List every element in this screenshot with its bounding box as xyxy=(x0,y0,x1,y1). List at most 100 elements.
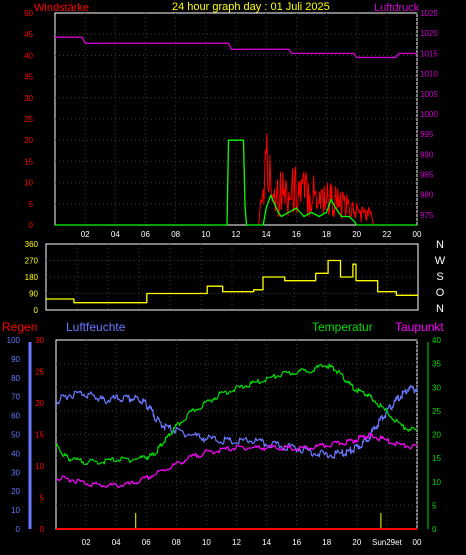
temperature-tick-label: 15 xyxy=(432,454,441,463)
humidity-tick-label: 5 xyxy=(40,494,45,503)
pressure-tick-label: 1005 xyxy=(420,90,438,99)
x-tick-label: 06 xyxy=(141,230,150,239)
pressure-tick-label: 975 xyxy=(420,211,434,220)
pressure-tick-label: 995 xyxy=(420,130,434,139)
x-tick-label: 16 xyxy=(292,230,301,239)
humidity-tick-label: 10 xyxy=(35,462,44,471)
pressure-tick-label: 1000 xyxy=(420,110,438,119)
wind-direction-grid xyxy=(46,244,418,310)
temperature-tick-label: 5 xyxy=(432,501,437,510)
wind-tick-label: 10 xyxy=(24,179,33,188)
x-tick-label: 16 xyxy=(292,538,301,547)
x-tick-label: 12 xyxy=(232,538,241,547)
temperature-tick-label: 0 xyxy=(432,525,437,534)
rain-tick-label: 0 xyxy=(16,525,21,534)
legend-humidity: Luftfeuchte xyxy=(66,320,126,334)
humidity-line xyxy=(55,385,418,459)
pressure-tick-label: 1020 xyxy=(420,29,438,38)
direction-tick-label: 90 xyxy=(29,290,38,299)
wind-tick-label: 20 xyxy=(24,136,33,145)
temperature-tick-label: 30 xyxy=(432,383,441,392)
x-tick-label: 06 xyxy=(142,538,151,547)
wind-tick-label: 50 xyxy=(24,9,33,18)
x-tick-label: 02 xyxy=(82,538,91,547)
x-tick-label: 20 xyxy=(352,230,361,239)
temperature-tick-label: 25 xyxy=(432,407,441,416)
humidity-tick-label: 15 xyxy=(35,431,44,440)
wind-axis-label: Windstärke xyxy=(34,2,89,14)
x-tick-label: 10 xyxy=(201,230,210,239)
compass-label: O xyxy=(436,287,445,299)
weather-ticks: 0510152025303540010203040506070809010005… xyxy=(7,336,442,547)
wind-direction-lines xyxy=(46,259,418,304)
x-tick-label: 12 xyxy=(232,230,241,239)
wind-direction-ticks: 0 90 180 270 360 xyxy=(25,240,39,315)
direction-tick-label: 360 xyxy=(25,240,39,249)
pressure-axis-label: Luftdruck xyxy=(374,2,420,14)
pressure-line xyxy=(55,36,417,59)
temperature-tick-label: 20 xyxy=(432,431,441,440)
wind-tick-label: 40 xyxy=(24,51,33,60)
rain-tick-label: 10 xyxy=(11,506,20,515)
weather-grid xyxy=(56,340,418,529)
rain-tick-label: 100 xyxy=(7,336,21,345)
pressure-tick-label: 985 xyxy=(420,171,434,180)
compass-label: N xyxy=(436,303,444,315)
dewpoint-line xyxy=(56,432,418,489)
pressure-tick-label: 990 xyxy=(420,150,434,159)
rain-tick-label: 60 xyxy=(11,412,20,421)
legend-dewpoint: Taupunkt xyxy=(395,320,444,334)
weather-lines xyxy=(55,363,418,530)
x-tick-label: 08 xyxy=(171,230,180,239)
wind-tick-label: 35 xyxy=(24,73,33,82)
temperature-tick-label: 40 xyxy=(432,336,441,345)
humidity-tick-label: 25 xyxy=(35,368,44,377)
x-tick-label: Sun29et xyxy=(372,538,403,547)
pressure-tick-label: 980 xyxy=(420,191,434,200)
wind-pressure-ticks: 0510152025303540455097598098599099510001… xyxy=(24,9,438,239)
humidity-tick-label: 20 xyxy=(35,399,44,408)
x-tick-label: 20 xyxy=(352,538,361,547)
compass-label: S xyxy=(436,271,443,283)
compass-label: N xyxy=(436,239,444,251)
wind-mean-line xyxy=(55,139,417,226)
temperature-tick-label: 35 xyxy=(432,360,441,369)
wind-tick-label: 5 xyxy=(29,200,34,209)
temperature-tick-label: 10 xyxy=(432,478,441,487)
rain-tick-label: 40 xyxy=(11,449,20,458)
wind-tick-label: 30 xyxy=(24,94,33,103)
pressure-tick-label: 1025 xyxy=(420,9,438,18)
wind-pressure-lines xyxy=(55,36,417,226)
x-tick-label: 00 xyxy=(413,230,422,239)
direction-tick-label: 270 xyxy=(25,257,39,266)
x-tick-label: 02 xyxy=(81,230,90,239)
rain-tick-label: 70 xyxy=(11,393,20,402)
wind-tick-label: 0 xyxy=(29,221,34,230)
wind-pressure-panel: 0510152025303540455097598098599099510001… xyxy=(24,1,438,239)
pressure-tick-label: 1010 xyxy=(420,70,438,79)
x-tick-label: 18 xyxy=(322,230,331,239)
wind-tick-label: 25 xyxy=(24,115,33,124)
chart-title: 24 hour graph day : 01 Juli 2025 xyxy=(172,1,330,13)
x-tick-label: 22 xyxy=(382,230,391,239)
x-tick-label: 14 xyxy=(262,230,271,239)
direction-line xyxy=(46,259,418,304)
x-tick-label: 04 xyxy=(111,230,120,239)
x-tick-label: 08 xyxy=(172,538,181,547)
legend-temperature: Temperatur xyxy=(312,320,373,334)
direction-tick-label: 180 xyxy=(25,273,39,282)
x-tick-label: 18 xyxy=(322,538,331,547)
humidity-tick-label: 0 xyxy=(40,525,45,534)
rain-tick-label: 50 xyxy=(11,431,20,440)
direction-tick-label: 0 xyxy=(34,306,39,315)
x-tick-label: 10 xyxy=(202,538,211,547)
pressure-tick-label: 1015 xyxy=(420,49,438,58)
legend-rain: Regen xyxy=(2,320,37,334)
rain-tick-label: 90 xyxy=(11,355,20,364)
wind-tick-label: 45 xyxy=(24,30,33,39)
compass-label: W xyxy=(435,255,446,267)
rain-tick-label: 20 xyxy=(11,487,20,496)
